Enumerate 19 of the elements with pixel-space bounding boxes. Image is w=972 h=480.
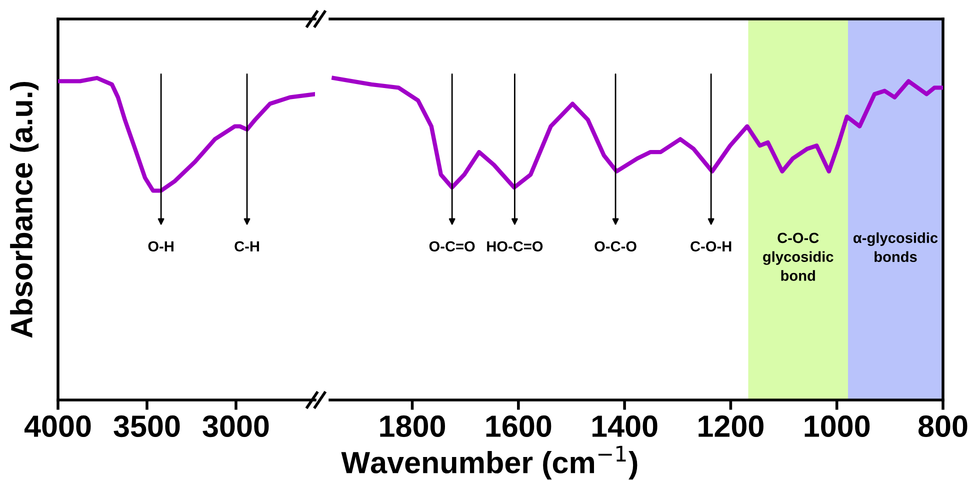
x-tick-label: 1600 [486, 415, 552, 438]
band-label: α-glycosidic bonds [854, 232, 938, 262]
x-tick-label: 1800 [380, 415, 445, 438]
x-tick-label: 1200 [698, 415, 764, 438]
x-tick-label: 800 [918, 415, 968, 438]
x-tick-label: 3000 [202, 415, 269, 438]
annotation: C-H [234, 241, 259, 252]
annotation: C-O-H [690, 241, 732, 252]
annotation: O-H [148, 241, 174, 252]
x-tick-label: 4000 [24, 415, 91, 438]
x-tick-label: 1000 [804, 415, 870, 438]
band-label: C-O-C glycosidic bond [763, 232, 834, 281]
annotation: HO-C=O [487, 241, 543, 252]
annotation: O-C-O [594, 241, 636, 252]
x-tick-label: 3500 [114, 415, 180, 438]
annotation: O-C=O [429, 241, 475, 252]
y-axis-title: Absorbance (a.u.) [10, 82, 39, 338]
x-axis-title: Wavenumber (cm$^{−1}$) [341, 446, 638, 480]
x-tick-label: 1400 [592, 415, 658, 438]
